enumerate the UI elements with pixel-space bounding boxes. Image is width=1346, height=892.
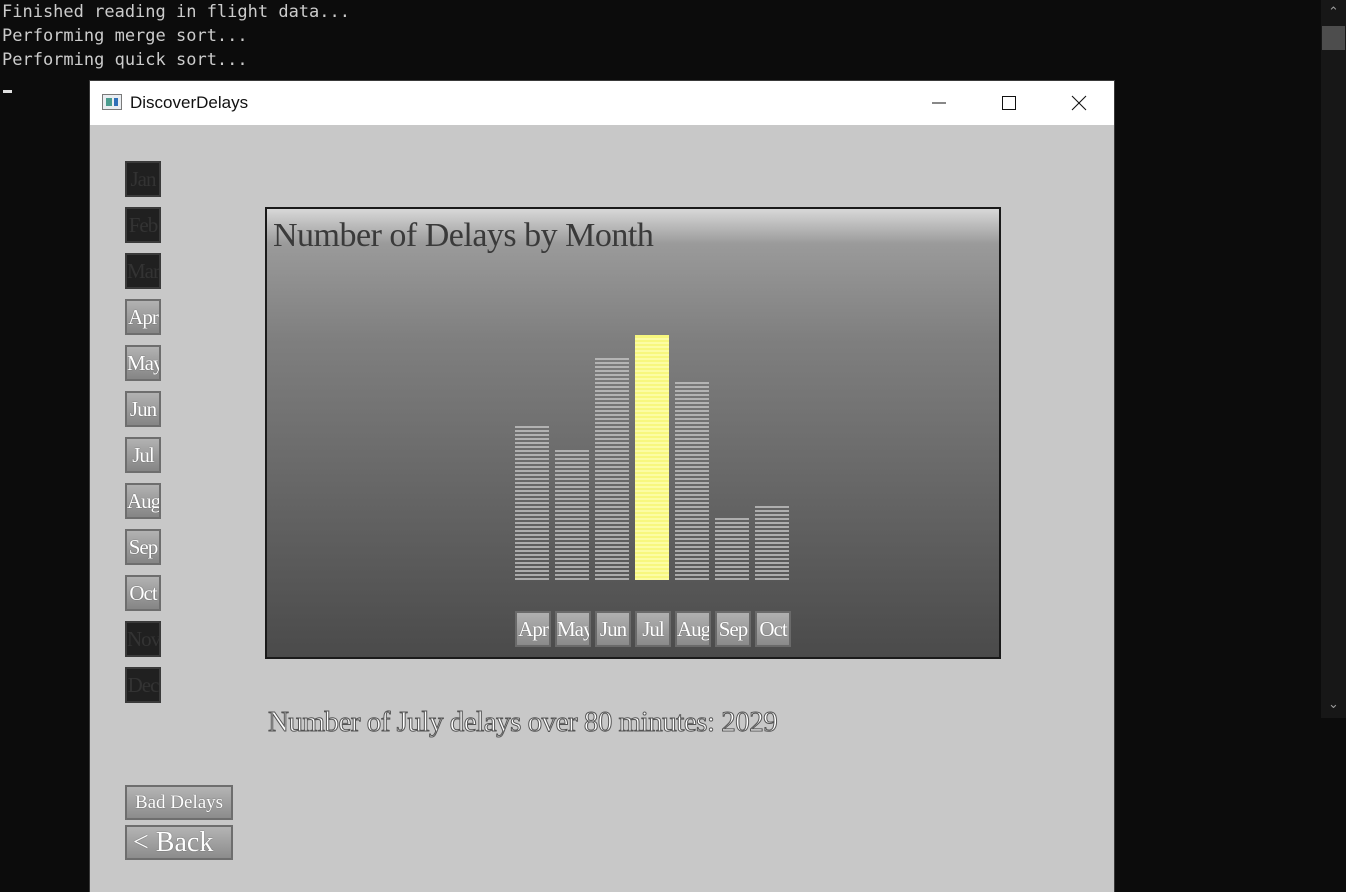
month-button-jul[interactable]: Jul <box>125 437 161 473</box>
month-button-nov: Nov <box>125 621 161 657</box>
category-label-oct[interactable]: Oct <box>755 611 791 647</box>
month-button-oct[interactable]: Oct <box>125 575 161 611</box>
month-button-jun[interactable]: Jun <box>125 391 161 427</box>
bar-sep <box>715 518 749 580</box>
month-button-apr[interactable]: Apr <box>125 299 161 335</box>
bad-delays-button[interactable]: Bad Delays <box>125 785 233 820</box>
console-cursor <box>3 90 12 93</box>
title-bar[interactable]: DiscoverDelays <box>90 81 1114 125</box>
category-label-may[interactable]: May <box>555 611 591 647</box>
bar-jul <box>635 335 669 580</box>
bar-aug <box>675 382 709 580</box>
month-button-jan: Jan <box>125 161 161 197</box>
minimize-button[interactable] <box>904 81 974 125</box>
close-button[interactable] <box>1044 81 1114 125</box>
month-button-may[interactable]: May <box>125 345 161 381</box>
bar-jun <box>595 358 629 580</box>
category-label-jul[interactable]: Jul <box>635 611 671 647</box>
console-scrollbar[interactable] <box>1321 0 1346 718</box>
console-line: Performing quick sort... <box>2 50 248 70</box>
bar-may <box>555 450 589 580</box>
chart-title: Number of Delays by Month <box>273 217 654 254</box>
window-title: DiscoverDelays <box>130 93 249 112</box>
month-button-feb: Feb <box>125 207 161 243</box>
delays-chart: Number of Delays by Month Apr May Jun Jul Au… <box>265 207 1001 659</box>
category-label-sep[interactable]: Sep <box>715 611 751 647</box>
scroll-up-icon[interactable]: ⌃ <box>1328 5 1339 20</box>
app-icon <box>102 94 122 110</box>
bar-oct <box>755 506 789 580</box>
month-button-aug[interactable]: Aug <box>125 483 161 519</box>
month-button-dec: Dec <box>125 667 161 703</box>
chart-bars <box>515 335 789 580</box>
category-label-aug[interactable]: Aug <box>675 611 711 647</box>
console-line: Performing merge sort... <box>2 26 248 46</box>
back-button[interactable]: < Back <box>125 825 233 860</box>
console-output: Finished reading in flight data... Perfor… <box>2 0 350 72</box>
close-icon <box>1071 95 1087 111</box>
app-window: DiscoverDelays Jan Feb Mar Apr May Jun Jul Aug S… <box>90 81 1114 892</box>
bar-apr <box>515 426 549 580</box>
month-button-mar: Mar <box>125 253 161 289</box>
category-label-jun[interactable]: Jun <box>595 611 631 647</box>
maximize-icon <box>1002 96 1016 110</box>
console-line: Finished reading in flight data... <box>2 2 350 22</box>
minimize-icon <box>932 102 946 104</box>
category-label-apr[interactable]: Apr <box>515 611 551 647</box>
maximize-button[interactable] <box>974 81 1044 125</box>
result-text: Number of July delays over 80 minutes: 2… <box>267 706 778 739</box>
scroll-down-icon[interactable]: ⌄ <box>1328 697 1339 712</box>
scroll-thumb[interactable] <box>1322 26 1345 50</box>
month-button-sep[interactable]: Sep <box>125 529 161 565</box>
